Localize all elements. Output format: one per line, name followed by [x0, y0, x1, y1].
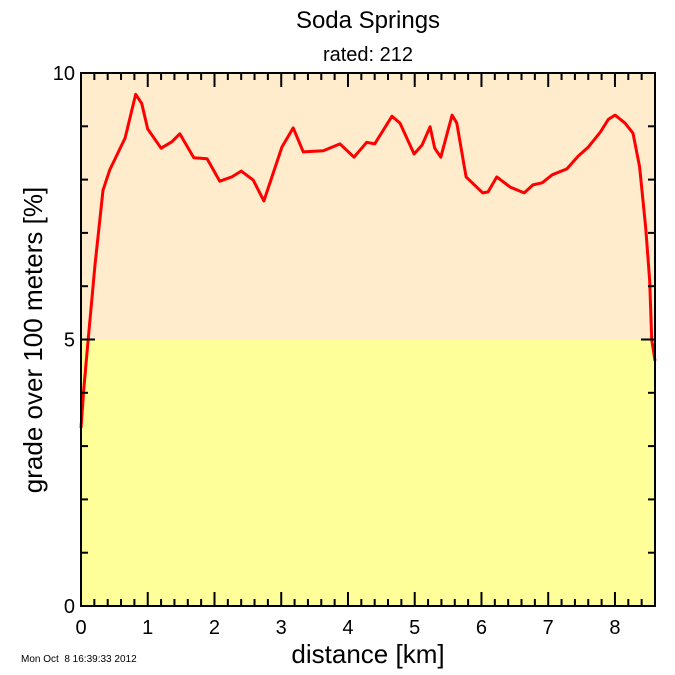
x-tick-label: 8: [609, 617, 620, 639]
series-line: [79, 92, 657, 429]
plot-frame: [80, 72, 656, 607]
chart-subtitle: rated: 212: [323, 44, 413, 66]
y-tick-label: 5: [64, 330, 75, 352]
chart-title: Soda Springs: [296, 7, 440, 34]
axis-ticks: [80, 72, 656, 607]
x-tick-labels: 0 1 2 3 4 5 6 7 8: [75, 617, 620, 639]
x-tick-label: 3: [276, 617, 287, 639]
x-tick-label: 0: [75, 617, 86, 639]
x-axis-label: distance [km]: [291, 639, 444, 669]
x-tick-label: 5: [409, 617, 420, 639]
x-tick-label: 7: [543, 617, 554, 639]
background-bands: [81, 73, 655, 606]
y-tick-label: 10: [53, 63, 75, 85]
band-1: [81, 73, 655, 340]
x-tick-label: 6: [476, 617, 487, 639]
y-axis-label: grade over 100 meters [%]: [18, 187, 48, 493]
y-tick-label: 0: [64, 596, 75, 618]
x-tick-label: 2: [209, 617, 220, 639]
x-tick-label: 1: [142, 617, 153, 639]
band-0: [81, 339, 655, 606]
y-tick-labels: 0 5 10: [53, 63, 75, 618]
timestamp: Mon Oct 8 16:39:33 2012: [21, 654, 137, 665]
x-tick-label: 4: [342, 617, 353, 639]
